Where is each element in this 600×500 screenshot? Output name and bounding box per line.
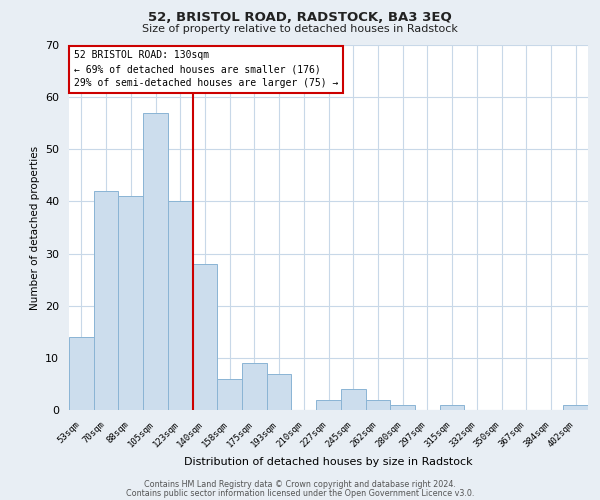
Bar — [69, 337, 94, 410]
Bar — [267, 374, 292, 410]
Text: Contains HM Land Registry data © Crown copyright and database right 2024.: Contains HM Land Registry data © Crown c… — [144, 480, 456, 489]
Bar — [242, 363, 267, 410]
Bar — [193, 264, 217, 410]
Text: Size of property relative to detached houses in Radstock: Size of property relative to detached ho… — [142, 24, 458, 34]
Text: 52 BRISTOL ROAD: 130sqm
← 69% of detached houses are smaller (176)
29% of semi-d: 52 BRISTOL ROAD: 130sqm ← 69% of detache… — [74, 50, 338, 88]
Text: Contains public sector information licensed under the Open Government Licence v3: Contains public sector information licen… — [126, 489, 474, 498]
Text: 52, BRISTOL ROAD, RADSTOCK, BA3 3EQ: 52, BRISTOL ROAD, RADSTOCK, BA3 3EQ — [148, 11, 452, 24]
Bar — [390, 405, 415, 410]
Bar — [563, 405, 588, 410]
Bar — [440, 405, 464, 410]
Bar — [365, 400, 390, 410]
Bar — [341, 389, 365, 410]
Bar — [118, 196, 143, 410]
Bar — [143, 113, 168, 410]
Y-axis label: Number of detached properties: Number of detached properties — [29, 146, 40, 310]
X-axis label: Distribution of detached houses by size in Radstock: Distribution of detached houses by size … — [184, 457, 473, 467]
Bar — [94, 191, 118, 410]
Bar — [168, 202, 193, 410]
Bar — [217, 378, 242, 410]
Bar — [316, 400, 341, 410]
